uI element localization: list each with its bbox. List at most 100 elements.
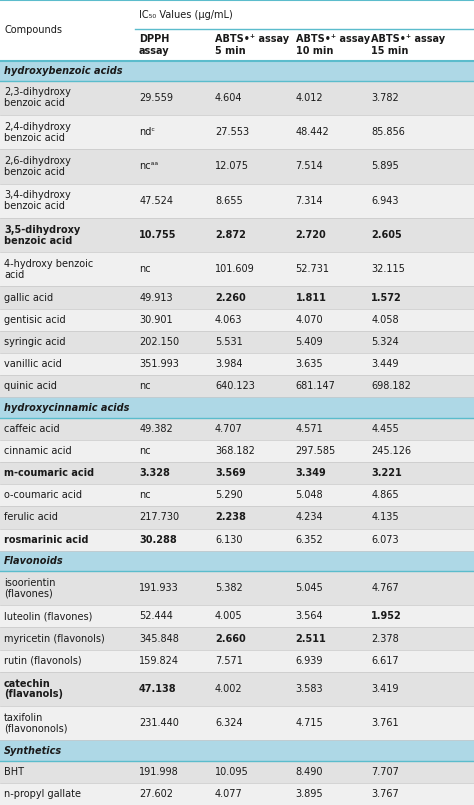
Text: 2.660: 2.660 xyxy=(215,634,246,643)
Text: 231.440: 231.440 xyxy=(139,718,179,729)
Bar xyxy=(0,149,474,184)
Bar xyxy=(0,506,474,529)
Text: 2.511: 2.511 xyxy=(295,634,326,643)
Text: 32.115: 32.115 xyxy=(371,264,405,275)
Text: 12.075: 12.075 xyxy=(215,162,249,171)
Bar xyxy=(0,440,474,462)
Text: 48.442: 48.442 xyxy=(295,127,329,137)
Text: 4.135: 4.135 xyxy=(371,513,399,522)
Bar xyxy=(0,706,474,741)
Text: 4.455: 4.455 xyxy=(371,423,399,434)
Text: 191.933: 191.933 xyxy=(139,583,179,593)
Text: 2.238: 2.238 xyxy=(215,513,246,522)
Bar xyxy=(0,60,474,80)
Text: vanillic acid: vanillic acid xyxy=(4,359,62,369)
Text: 4.002: 4.002 xyxy=(215,684,243,694)
Text: 2.720: 2.720 xyxy=(295,230,326,240)
Text: taxifolin: taxifolin xyxy=(4,713,43,723)
Text: 3.569: 3.569 xyxy=(215,469,246,478)
Text: rosmarinic acid: rosmarinic acid xyxy=(4,535,89,545)
Text: 4-hydroxy benzoic: 4-hydroxy benzoic xyxy=(4,259,93,269)
Text: 3.564: 3.564 xyxy=(295,611,323,621)
Text: ABTS•⁺ assay
15 min: ABTS•⁺ assay 15 min xyxy=(371,34,446,56)
Text: 3.635: 3.635 xyxy=(295,359,323,369)
Text: 3.221: 3.221 xyxy=(371,469,402,478)
Text: 297.585: 297.585 xyxy=(295,446,336,456)
Text: 3.419: 3.419 xyxy=(371,684,399,694)
Text: 4.063: 4.063 xyxy=(215,315,242,324)
Bar xyxy=(0,761,474,782)
Text: 2.605: 2.605 xyxy=(371,230,402,240)
Text: 7.314: 7.314 xyxy=(295,196,323,206)
Text: nc: nc xyxy=(139,446,151,456)
Text: gallic acid: gallic acid xyxy=(4,292,53,303)
Text: m-coumaric acid: m-coumaric acid xyxy=(4,469,94,478)
Text: 368.182: 368.182 xyxy=(215,446,255,456)
Bar xyxy=(0,398,474,418)
Text: ABTS•⁺ assay
10 min: ABTS•⁺ assay 10 min xyxy=(295,34,370,56)
Text: 49.913: 49.913 xyxy=(139,292,173,303)
Text: ferulic acid: ferulic acid xyxy=(4,513,58,522)
Text: 351.993: 351.993 xyxy=(139,359,179,369)
Text: nc: nc xyxy=(139,382,151,391)
Text: acid: acid xyxy=(4,270,24,280)
Bar xyxy=(0,627,474,650)
Text: benzoic acid: benzoic acid xyxy=(4,98,65,109)
Text: 4.604: 4.604 xyxy=(215,93,242,103)
Text: 2,4-dihydroxy: 2,4-dihydroxy xyxy=(4,122,71,132)
Text: 6.324: 6.324 xyxy=(215,718,243,729)
Text: 2,6-dihydroxy: 2,6-dihydroxy xyxy=(4,156,71,166)
Text: DPPH
assay: DPPH assay xyxy=(139,34,170,56)
Text: IC₅₀ Values (µg/mL): IC₅₀ Values (µg/mL) xyxy=(139,10,233,19)
Text: 5.048: 5.048 xyxy=(295,490,323,500)
Text: 3.767: 3.767 xyxy=(371,789,399,799)
Text: hydroxybenzoic acids: hydroxybenzoic acids xyxy=(4,66,122,76)
Text: 4.077: 4.077 xyxy=(215,789,243,799)
Text: 52.444: 52.444 xyxy=(139,611,173,621)
Bar xyxy=(0,287,474,308)
Text: 4.070: 4.070 xyxy=(295,315,323,324)
Text: syringic acid: syringic acid xyxy=(4,337,65,347)
Text: 345.848: 345.848 xyxy=(139,634,179,643)
Bar xyxy=(0,672,474,706)
Bar xyxy=(0,353,474,375)
Text: 202.150: 202.150 xyxy=(139,337,179,347)
Text: 5.382: 5.382 xyxy=(215,583,243,593)
Text: 3.449: 3.449 xyxy=(371,359,399,369)
Text: 47.138: 47.138 xyxy=(139,684,177,694)
Text: 6.939: 6.939 xyxy=(295,656,323,666)
Text: 4.571: 4.571 xyxy=(295,423,323,434)
Text: quinic acid: quinic acid xyxy=(4,382,57,391)
Text: 245.126: 245.126 xyxy=(371,446,411,456)
Text: 4.005: 4.005 xyxy=(215,611,243,621)
Bar xyxy=(0,115,474,149)
Bar xyxy=(0,308,474,331)
Text: 3.583: 3.583 xyxy=(295,684,323,694)
Text: hydroxycinnamic acids: hydroxycinnamic acids xyxy=(4,402,129,412)
Text: myricetin (flavonols): myricetin (flavonols) xyxy=(4,634,105,643)
Text: 681.147: 681.147 xyxy=(295,382,336,391)
Text: 8.490: 8.490 xyxy=(295,766,323,777)
Text: 30.288: 30.288 xyxy=(139,535,177,545)
Text: o-coumaric acid: o-coumaric acid xyxy=(4,490,82,500)
Text: 6.352: 6.352 xyxy=(295,535,323,545)
Text: 7.514: 7.514 xyxy=(295,162,323,171)
Bar xyxy=(0,218,474,252)
Text: 3,4-dihydroxy: 3,4-dihydroxy xyxy=(4,190,71,200)
Bar xyxy=(0,0,474,60)
Bar xyxy=(0,462,474,485)
Bar xyxy=(0,782,474,805)
Text: benzoic acid: benzoic acid xyxy=(4,236,73,246)
Text: 6.073: 6.073 xyxy=(371,535,399,545)
Text: 101.609: 101.609 xyxy=(215,264,255,275)
Bar xyxy=(0,551,474,571)
Text: 4.707: 4.707 xyxy=(215,423,243,434)
Text: cinnamic acid: cinnamic acid xyxy=(4,446,72,456)
Text: benzoic acid: benzoic acid xyxy=(4,167,65,177)
Text: 5.531: 5.531 xyxy=(215,337,243,347)
Text: 1.572: 1.572 xyxy=(371,292,402,303)
Text: n-propyl gallate: n-propyl gallate xyxy=(4,789,81,799)
Text: 3.782: 3.782 xyxy=(371,93,399,103)
Text: 85.856: 85.856 xyxy=(371,127,405,137)
Text: ncᵃᵃ: ncᵃᵃ xyxy=(139,162,158,171)
